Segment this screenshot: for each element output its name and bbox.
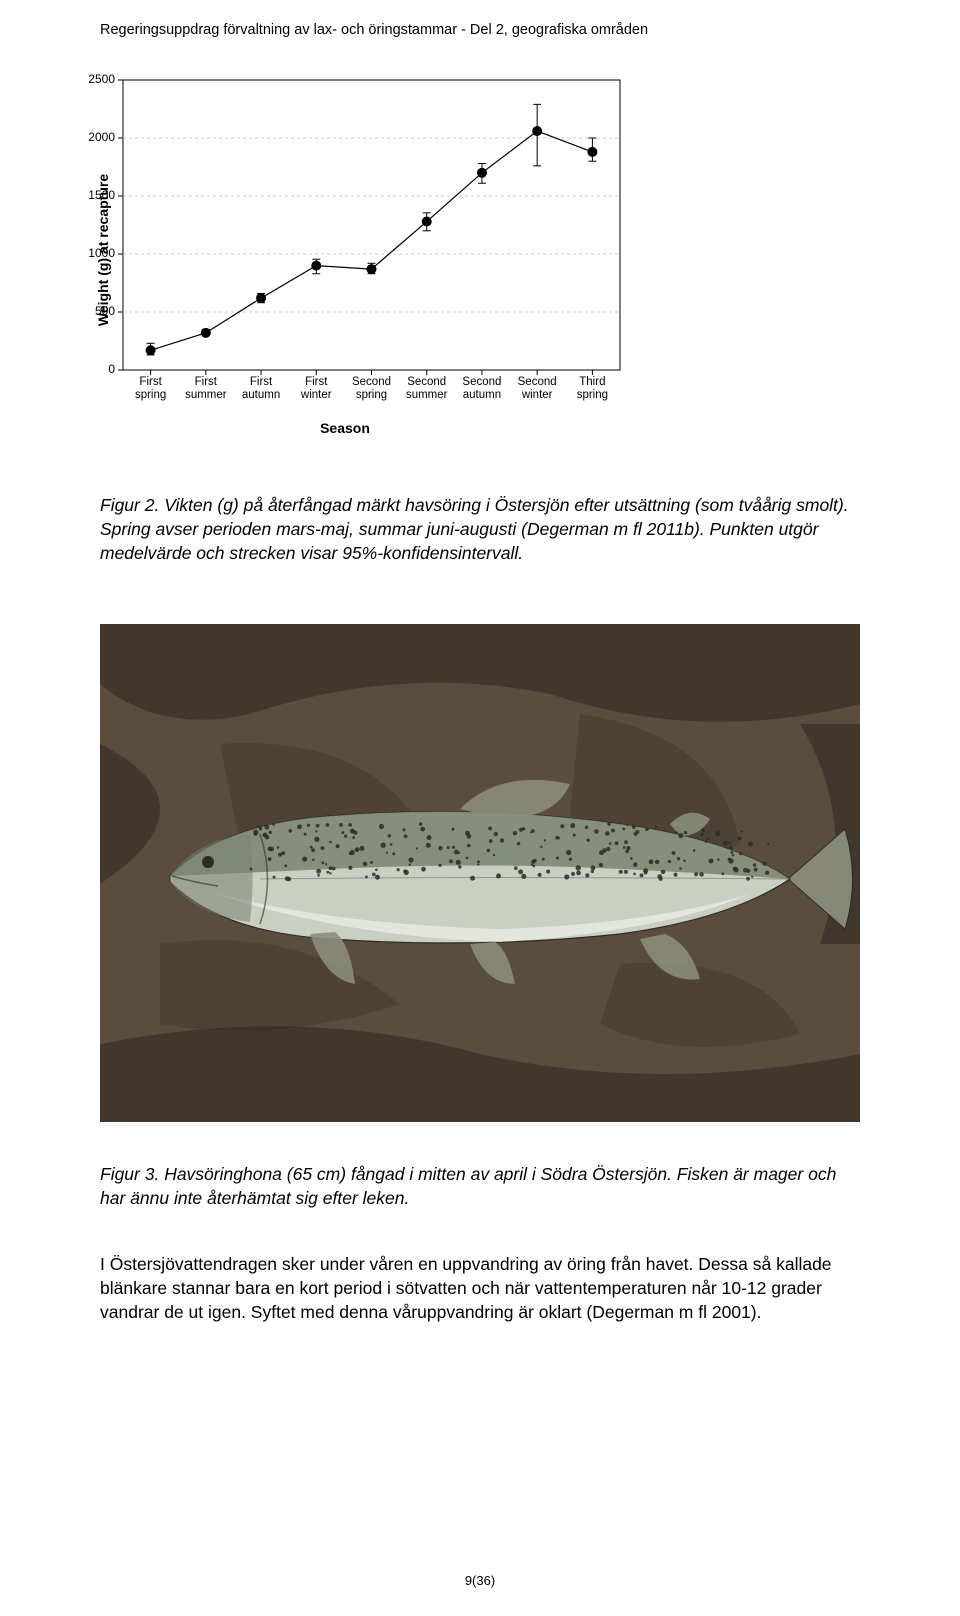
- x-tick: Firstspring: [124, 376, 178, 402]
- y-tick: 2000: [79, 130, 115, 144]
- page-number: 9(36): [465, 1573, 495, 1588]
- x-tick: Secondsummer: [400, 376, 454, 402]
- page-header: Regeringsuppdrag förvaltning av lax- och…: [100, 22, 648, 38]
- x-axis-label: Season: [320, 420, 370, 436]
- y-tick: 500: [79, 304, 115, 318]
- x-tick: Firstwinter: [289, 376, 343, 402]
- y-tick: 1000: [79, 246, 115, 260]
- x-tick: Thirdspring: [565, 376, 619, 402]
- y-tick: 1500: [79, 188, 115, 202]
- x-tick: Secondspring: [345, 376, 399, 402]
- y-tick: 2500: [79, 72, 115, 86]
- x-tick: Secondwinter: [510, 376, 564, 402]
- figure3-caption: Figur 3. Havsöringhona (65 cm) fångad i …: [100, 1162, 860, 1210]
- x-tick: Secondautumn: [455, 376, 509, 402]
- figure2-caption: Figur 2. Vikten (g) på återfångad märkt …: [100, 493, 860, 565]
- x-tick: Firstsummer: [179, 376, 233, 402]
- x-tick: Firstautumn: [234, 376, 288, 402]
- y-tick: 0: [79, 362, 115, 376]
- body-paragraph: I Östersjövattendragen sker under våren …: [100, 1252, 860, 1324]
- figure3-photo: [100, 624, 860, 1122]
- weight-chart: Weight (g) at recapture 0500100015002000…: [55, 70, 635, 430]
